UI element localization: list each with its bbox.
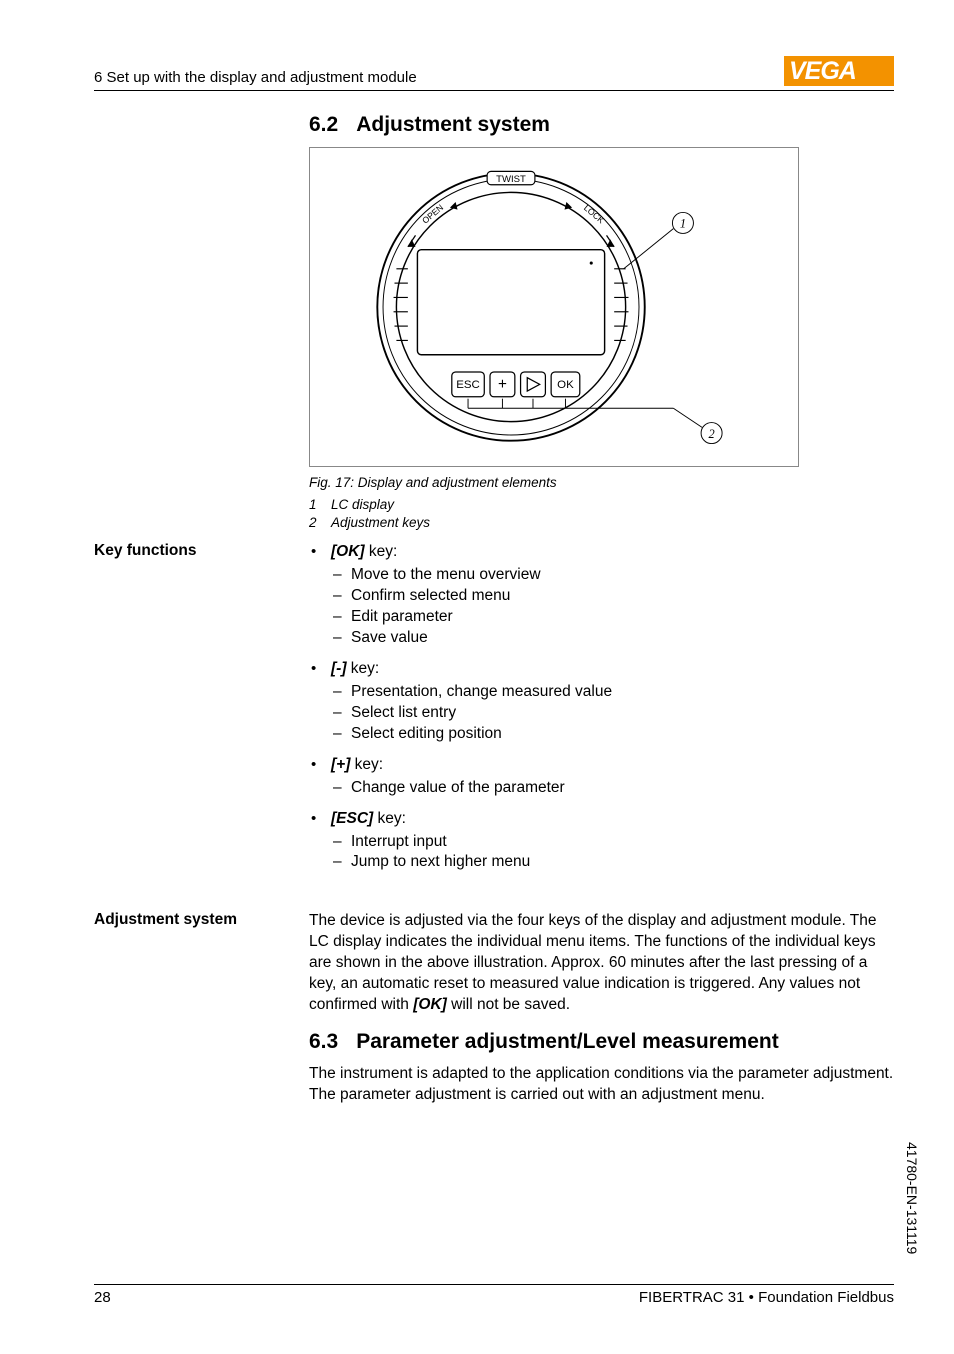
page-footer: 28 FIBERTRAC 31 • Foundation Fieldbus (94, 1284, 894, 1306)
figure-label-twist: TWIST (496, 174, 526, 185)
heading-6-2: 6.2 Adjustment system (309, 113, 894, 137)
heading-6-2-title: Adjustment system (356, 113, 550, 136)
key-ok-suffix: key: (365, 543, 398, 560)
figure-caption: Fig. 17: Display and adjustment elements (309, 475, 894, 490)
key-minus-item-2: Select editing position (331, 724, 894, 745)
key-functions-list: [OK] key: Move to the menu overview Conf… (309, 542, 894, 873)
para-adjustment-system: The device is adjusted via the four keys… (309, 911, 894, 1016)
svg-text:1: 1 (680, 217, 686, 231)
key-esc-name: [ESC] (331, 810, 373, 827)
legend-1-text: LC display (331, 496, 394, 514)
key-esc: [ESC] key: Interrupt input Jump to next … (309, 809, 894, 874)
footer-doc-title: FIBERTRAC 31 • Foundation Fieldbus (639, 1289, 894, 1306)
key-minus-item-0: Presentation, change measured value (331, 682, 894, 703)
header-section-title: 6 Set up with the display and adjustment… (94, 69, 417, 86)
svg-text:ESC: ESC (456, 379, 480, 391)
svg-text:VEGA: VEGA (789, 57, 856, 85)
key-plus-item-0: Change value of the parameter (331, 778, 894, 799)
key-esc-item-1: Jump to next higher menu (331, 852, 894, 873)
svg-text:OK: OK (557, 379, 574, 391)
para-6-3-intro: The instrument is adapted to the applica… (309, 1064, 894, 1106)
key-minus-item-1: Select list entry (331, 703, 894, 724)
legend-1-num: 1 (309, 496, 331, 514)
key-esc-suffix: key: (373, 810, 406, 827)
sidelabel-key-functions: Key functions (94, 542, 309, 560)
key-ok-item-2: Edit parameter (331, 607, 894, 628)
key-minus: [-] key: Presentation, change measured v… (309, 659, 894, 745)
svg-text:2: 2 (708, 427, 714, 441)
para-adjsys-a: The device is adjusted via the four keys… (309, 912, 877, 1013)
vega-logo: VEGA (784, 56, 894, 86)
key-ok: [OK] key: Move to the menu overview Conf… (309, 542, 894, 649)
legend-2-num: 2 (309, 514, 331, 532)
svg-text:+: + (498, 376, 507, 393)
key-plus-suffix: key: (350, 756, 383, 773)
key-ok-item-3: Save value (331, 628, 894, 649)
page-header: 6 Set up with the display and adjustment… (94, 56, 894, 91)
key-ok-name: [OK] (331, 543, 365, 560)
heading-6-3-num: 6.3 (309, 1030, 338, 1053)
key-esc-item-0: Interrupt input (331, 832, 894, 853)
key-plus-name: [+] (331, 756, 350, 773)
footer-page-number: 28 (94, 1289, 111, 1306)
document-code: 41780-EN-131119 (904, 1142, 920, 1254)
figure-17: TWIST OPEN LOCK (309, 147, 799, 467)
key-ok-item-1: Confirm selected menu (331, 586, 894, 607)
key-plus: [+] key: Change value of the parameter (309, 755, 894, 799)
key-ok-item-0: Move to the menu overview (331, 565, 894, 586)
legend-2-text: Adjustment keys (331, 514, 430, 532)
sidelabel-adjustment-system: Adjustment system (94, 911, 309, 929)
heading-6-3-title: Parameter adjustment/Level measurement (356, 1030, 779, 1053)
heading-6-2-num: 6.2 (309, 113, 338, 136)
key-minus-name: [-] (331, 660, 347, 677)
key-minus-suffix: key: (347, 660, 380, 677)
heading-6-3: 6.3 Parameter adjustment/Level measuremen… (309, 1030, 894, 1054)
para-adjsys-b: will not be saved. (447, 996, 570, 1013)
para-adjsys-ok: [OK] (413, 996, 447, 1013)
figure-legend: 1LC display 2Adjustment keys (309, 496, 894, 532)
